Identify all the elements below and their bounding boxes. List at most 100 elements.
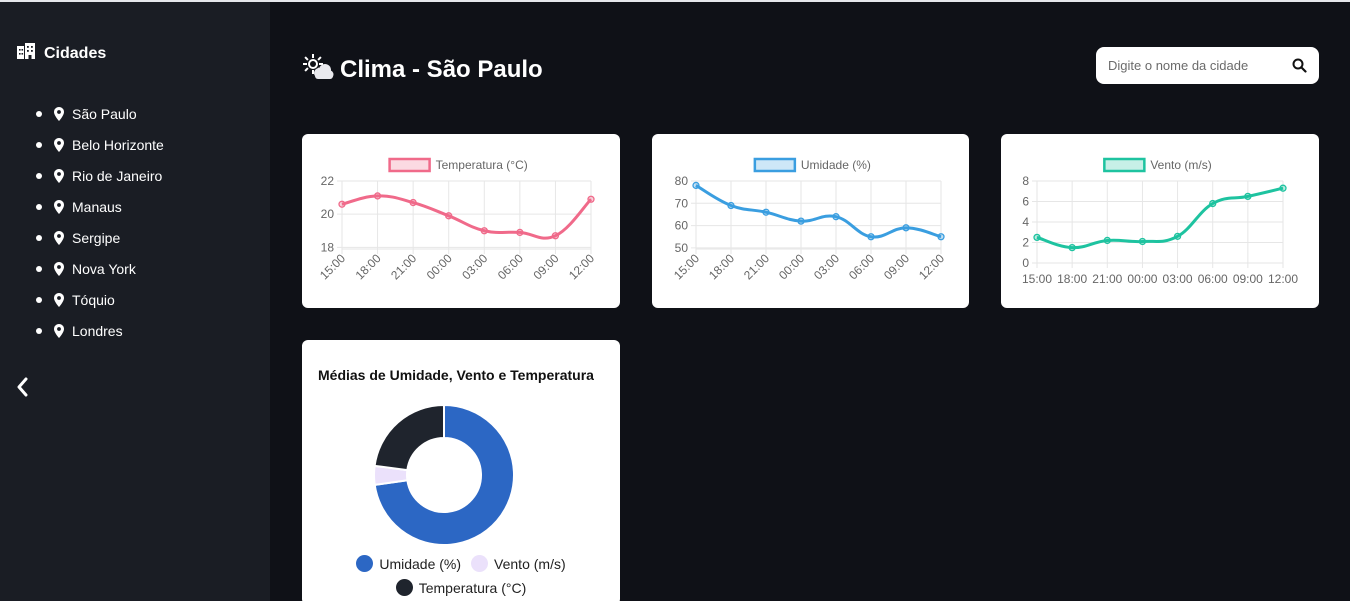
legend-item-humidity[interactable]: Umidade (%) [356, 555, 461, 572]
sidebar-title-label: Cidades [44, 44, 107, 62]
legend-label[interactable]: Vento (m/s) [1150, 158, 1211, 172]
data-point[interactable] [445, 212, 453, 220]
search-icon[interactable] [1292, 58, 1307, 73]
city-search-input[interactable] [1108, 58, 1278, 73]
sidebar-title: Cidades [16, 43, 106, 64]
map-pin-icon [54, 199, 64, 214]
sidebar-city-label: Sergipe [72, 229, 121, 246]
x-tick-label: 06:00 [495, 251, 526, 282]
y-tick-label: 18 [321, 240, 335, 254]
x-tick-label: 00:00 [1127, 272, 1157, 286]
data-point[interactable] [1244, 192, 1252, 201]
x-tick-label: 03:00 [811, 251, 842, 282]
y-tick-label: 4 [1022, 215, 1029, 229]
donut-slice[interactable] [373, 403, 445, 472]
humidity-chart-card: Umidade (%) 50 60 70 80 15:00 18:00 21:00 00:00 0… [652, 134, 969, 308]
map-pin-icon [54, 292, 64, 307]
sidebar-city-item[interactable]: Belo Horizonte [36, 129, 164, 160]
bullet-dot [36, 141, 42, 148]
series-line [341, 194, 593, 240]
x-tick-label: 12:00 [566, 251, 597, 282]
map-pin-icon [54, 230, 64, 245]
y-tick-label: 2 [1022, 236, 1029, 250]
x-tick-label: 21:00 [1092, 272, 1122, 286]
donut-slice[interactable] [373, 403, 515, 546]
data-point[interactable] [1033, 233, 1041, 242]
sidebar-city-item[interactable]: Londres [36, 315, 164, 346]
data-point[interactable] [480, 227, 488, 235]
bullet-dot [36, 265, 42, 272]
x-tick-label: 18:00 [706, 251, 737, 282]
data-point[interactable] [516, 228, 524, 237]
data-point[interactable] [373, 192, 382, 200]
legend-label[interactable]: Umidade (%) [801, 158, 871, 172]
y-tick-label: 50 [675, 241, 689, 255]
legend-swatch [388, 157, 431, 173]
data-point[interactable] [1279, 184, 1287, 192]
legend-item-temperature[interactable]: Temperatura (°C) [395, 579, 526, 596]
sidebar-city-item[interactable]: São Paulo [36, 98, 164, 129]
data-point[interactable] [692, 181, 700, 190]
page-title-text: Clima - São Paulo [340, 55, 543, 83]
sidebar-city-item[interactable]: Rio de Janeiro [36, 160, 164, 191]
donut-legend-row-1: Umidade (%) Vento (m/s) [302, 555, 620, 572]
data-point[interactable] [1173, 232, 1182, 240]
data-point[interactable] [867, 233, 875, 241]
sidebar-city-label: Nova York [72, 260, 136, 277]
data-point[interactable] [587, 195, 595, 203]
bullet-dot [36, 172, 42, 179]
data-point[interactable] [409, 198, 417, 207]
bullet-dot [36, 296, 42, 303]
y-tick-label: 20 [321, 207, 335, 221]
data-point[interactable] [797, 217, 805, 225]
data-point[interactable] [1209, 199, 1217, 208]
data-point[interactable] [762, 208, 770, 216]
x-tick-label: 18:00 [1057, 272, 1087, 286]
data-point[interactable] [1138, 237, 1147, 246]
legend-label[interactable]: Temperatura (°C) [436, 158, 528, 172]
data-point[interactable] [551, 232, 560, 240]
data-point[interactable] [1103, 236, 1111, 245]
x-tick-label: 18:00 [353, 251, 384, 282]
y-tick-label: 0 [1022, 256, 1029, 270]
x-tick-label: 03:00 [459, 251, 490, 282]
city-buildings-icon [16, 43, 36, 64]
wind-chart-card: Vento (m/s) 0 2 4 6 8 15:00 18:00 21:00 00:00 03:0… [1001, 134, 1319, 308]
chevron-left-icon [17, 377, 28, 397]
data-point[interactable] [1068, 243, 1076, 252]
legend-swatch [1103, 157, 1146, 173]
legend-swatch [753, 157, 797, 173]
collapse-sidebar-button[interactable] [12, 374, 32, 400]
legend-item-wind[interactable]: Vento (m/s) [471, 555, 566, 572]
sidebar-city-item[interactable]: Sergipe [36, 222, 164, 253]
city-search-box [1096, 47, 1319, 84]
x-tick-label: 12:00 [1268, 272, 1298, 286]
y-tick-label: 8 [1022, 174, 1029, 188]
donut-chart-title: Médias de Umidade, Vento e Temperatura [318, 367, 594, 383]
x-tick-label: 09:00 [1233, 272, 1263, 286]
x-tick-label: 21:00 [741, 251, 772, 282]
map-pin-icon [54, 323, 64, 338]
data-point[interactable] [832, 213, 840, 221]
sidebar-city-item[interactable]: Nova York [36, 253, 164, 284]
sidebar-city-item[interactable]: Tóquio [36, 284, 164, 315]
data-point[interactable] [727, 201, 735, 210]
window-top-border [0, 0, 1350, 2]
x-tick-label: 09:00 [881, 251, 912, 282]
page-title: Clima - São Paulo [302, 53, 543, 86]
x-tick-label: 03:00 [1163, 272, 1193, 286]
sidebar-city-label: Londres [72, 322, 123, 339]
data-point[interactable] [338, 200, 346, 208]
map-pin-icon [54, 137, 64, 152]
data-point[interactable] [902, 224, 910, 232]
sidebar-city-item[interactable]: Manaus [36, 191, 164, 222]
x-tick-label: 12:00 [916, 251, 947, 282]
data-point[interactable] [937, 233, 945, 241]
sidebar-city-label: Tóquio [72, 291, 115, 308]
x-tick-label: 00:00 [776, 251, 807, 282]
x-tick-label: 15:00 [317, 251, 348, 282]
map-pin-icon [54, 261, 64, 276]
legend-swatch-humidity [356, 555, 374, 572]
wind-line-chart: Vento (m/s) 0 2 4 6 8 15:00 18:00 21:00 00:00 03:0… [1022, 157, 1298, 286]
